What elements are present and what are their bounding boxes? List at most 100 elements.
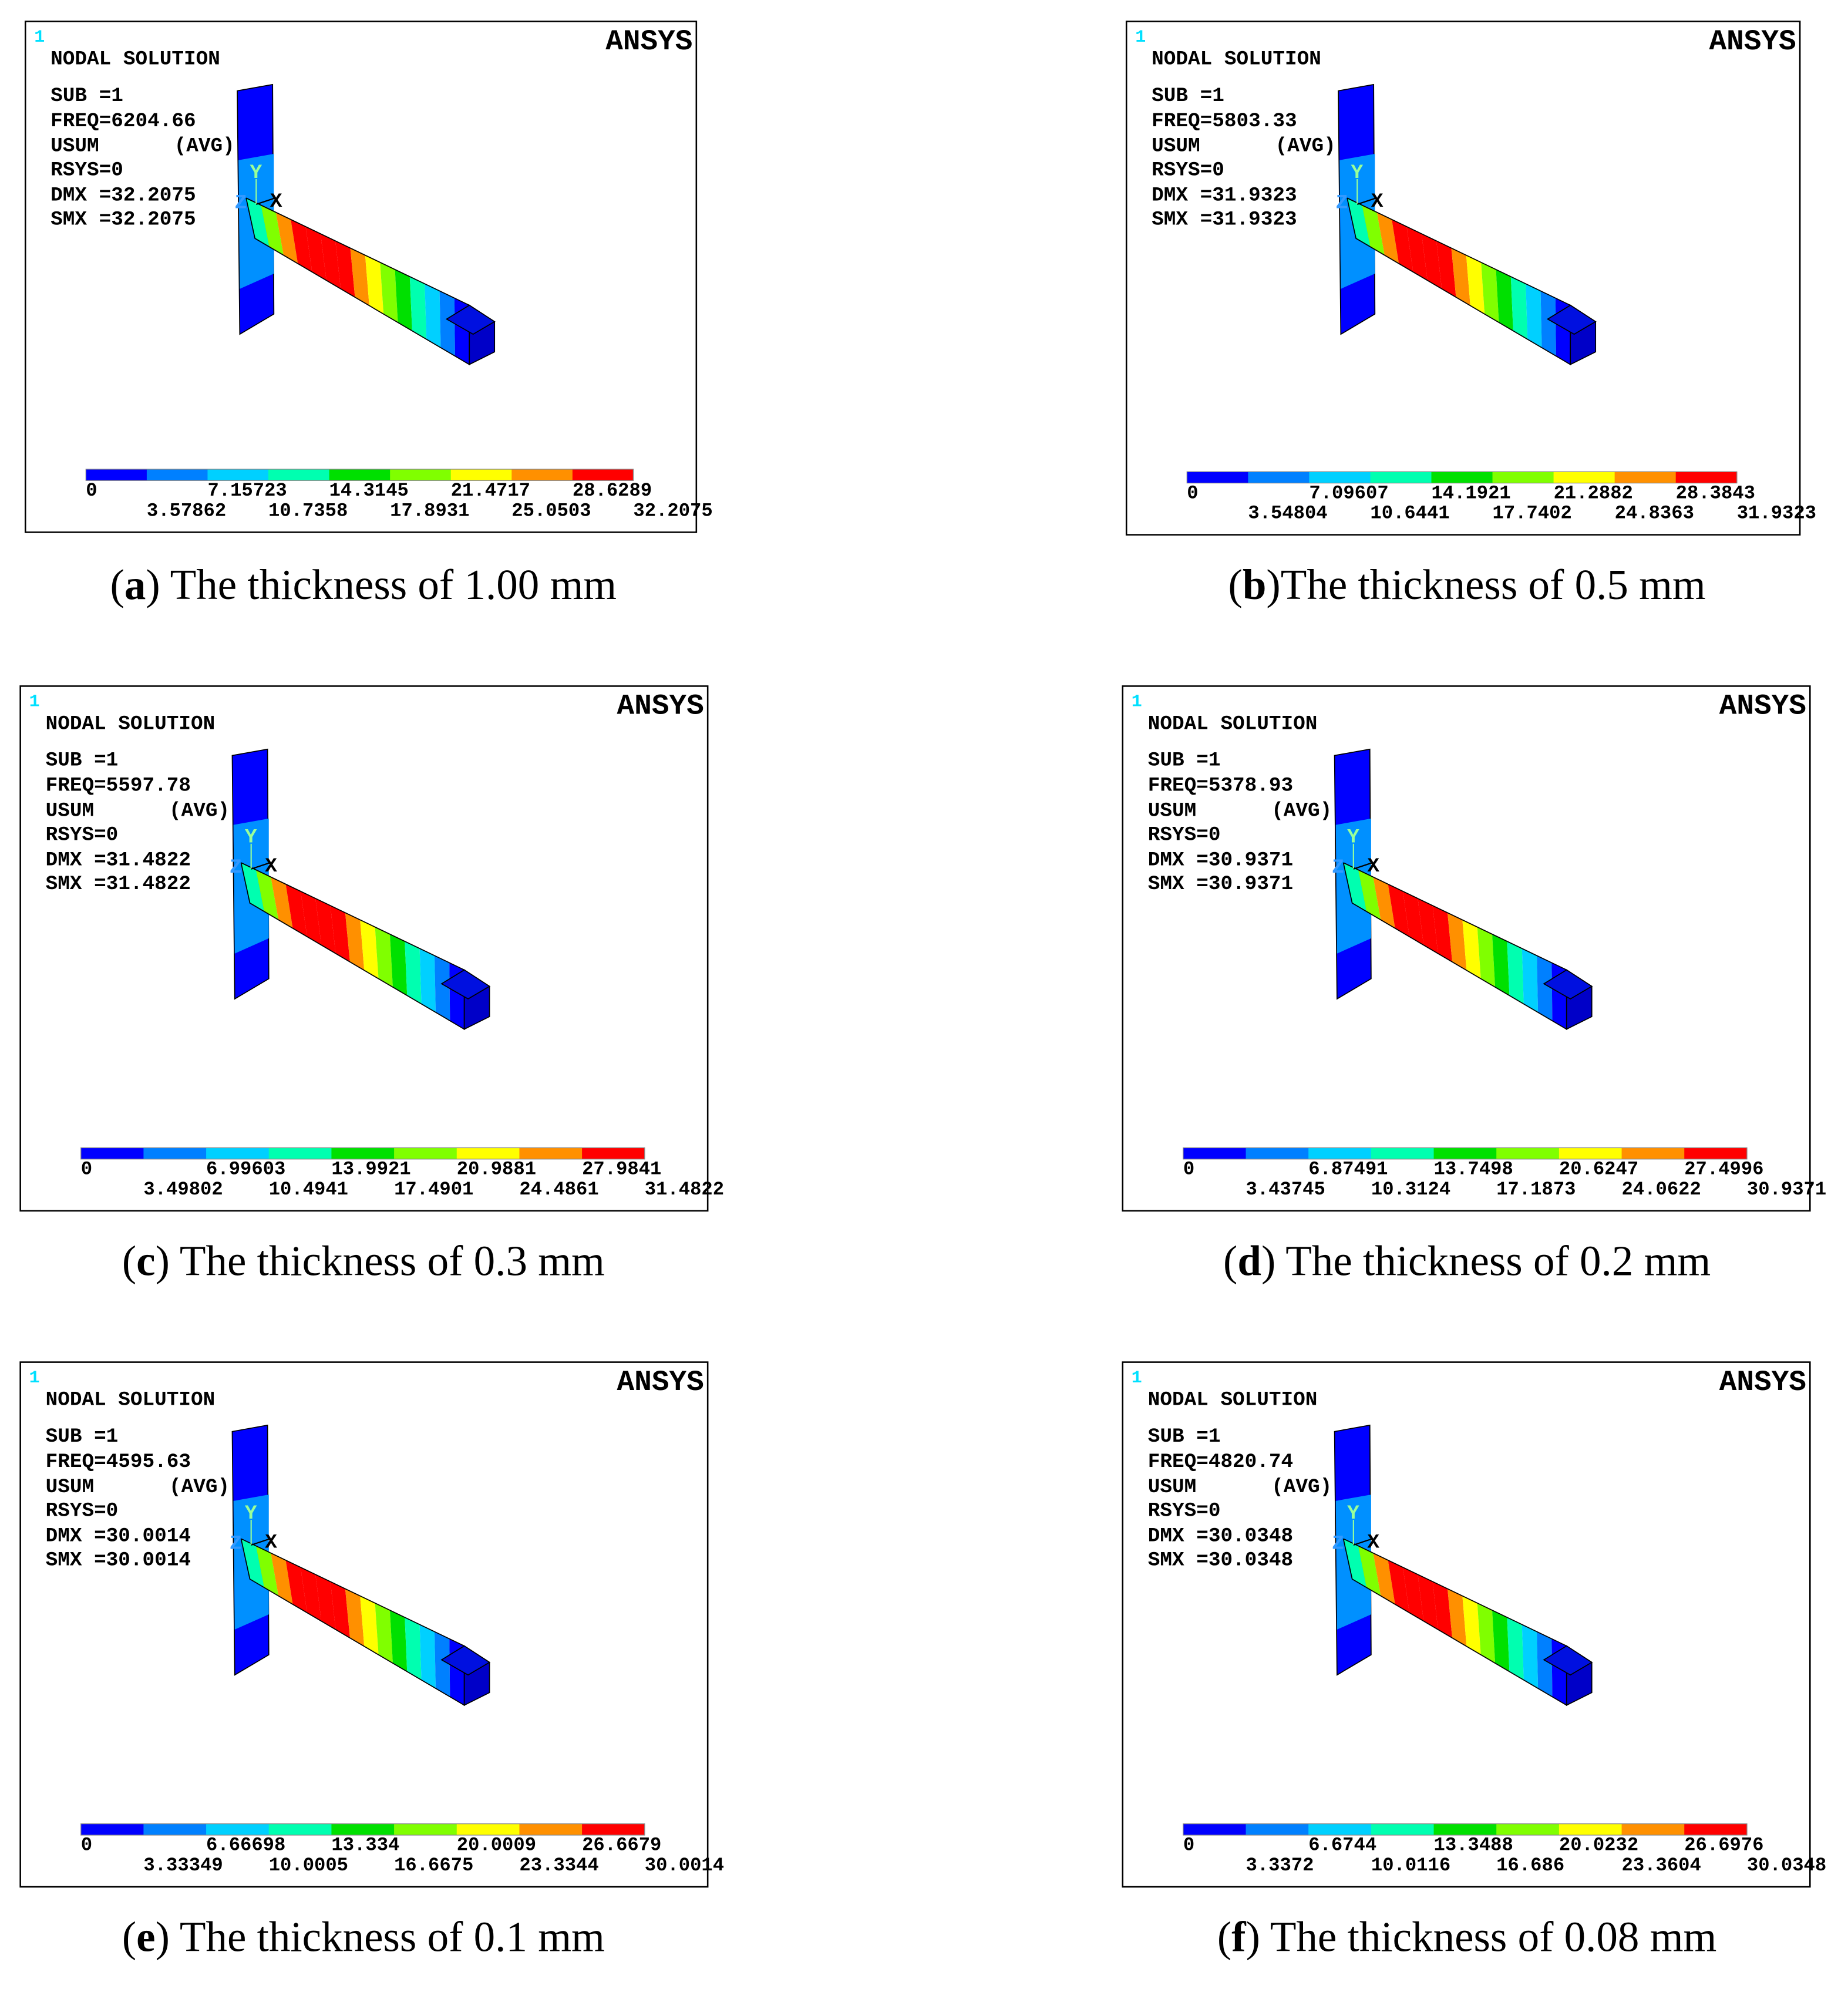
info-line: (AVG)	[169, 800, 230, 823]
legend-label: 17.4901	[394, 1179, 473, 1200]
legend-frame	[1183, 1147, 1748, 1160]
beam-segment	[1343, 863, 1367, 912]
info-line: USUM	[51, 135, 99, 158]
legend-label: 6.99603	[206, 1159, 285, 1180]
beam-end-top	[1543, 1645, 1593, 1676]
beam-segment	[335, 241, 355, 298]
beam-segment	[1403, 891, 1424, 945]
caption-letter: d	[1237, 1237, 1261, 1284]
legend-frame	[85, 469, 634, 481]
panel: 1 NODAL SOLUTION ANSYS SUB =1 FREQ=5378.93 US…	[1122, 685, 1826, 1212]
beam-segment	[434, 1631, 450, 1697]
axis-label-y: Y	[1347, 826, 1359, 849]
axis-line	[251, 1538, 271, 1546]
beam-segment	[241, 863, 264, 912]
window-number: 1	[29, 1368, 40, 1388]
beam-segment	[365, 255, 384, 314]
legend-label: 10.4941	[269, 1179, 348, 1200]
axis-label-y: Y	[1347, 1502, 1359, 1525]
beam-segment	[1421, 234, 1442, 289]
caption: (e) The thickness of 0.1 mm	[122, 1913, 605, 1961]
legend-label: 23.3344	[519, 1855, 598, 1876]
legend-label: 6.66698	[206, 1835, 285, 1856]
brand: ANSYS	[1719, 690, 1806, 723]
legend-swatch	[582, 1823, 645, 1835]
legend-label: 14.3145	[329, 480, 409, 502]
legend-label: 14.1921	[1431, 482, 1510, 504]
info-line: FREQ=5378.93	[1148, 775, 1293, 797]
legend-label: 17.8931	[390, 500, 469, 521]
legend-frame	[80, 1823, 645, 1836]
legend-label: 30.9371	[1747, 1179, 1826, 1200]
legend-swatch	[1553, 472, 1615, 483]
legend-label: 24.8363	[1615, 503, 1694, 524]
beam-segment	[1462, 1596, 1481, 1655]
legend-swatch	[1675, 472, 1738, 483]
axis-line	[255, 197, 275, 205]
legend-swatch	[268, 1147, 332, 1159]
beam-segment	[330, 906, 350, 962]
beam-segment	[360, 1596, 379, 1655]
legend-label: 28.6289	[573, 480, 652, 502]
legend-label: 3.43745	[1246, 1179, 1325, 1200]
legend-label: 16.686	[1496, 1855, 1564, 1876]
beam-end-top	[440, 1645, 491, 1676]
brand: ANSYS	[1719, 1366, 1806, 1399]
beam-segment	[315, 898, 336, 954]
caption-text: ) The thickness of 0.1 mm	[156, 1913, 605, 1961]
beam-segment	[1507, 941, 1524, 1004]
legend-swatch	[143, 1147, 207, 1159]
beam-segment	[1373, 1553, 1395, 1604]
legend-label: 20.9881	[457, 1159, 536, 1180]
beam-segment	[345, 913, 365, 971]
beam-segment	[1392, 219, 1413, 272]
info-line: SMX =30.9371	[1148, 873, 1293, 896]
beam-segment	[405, 1617, 422, 1680]
axis-label-z: Z	[1332, 1532, 1344, 1555]
legend-swatch	[572, 469, 634, 481]
info-line: SUB =1	[1148, 749, 1221, 772]
brand: ANSYS	[605, 25, 692, 58]
axis-label-x: X	[1371, 190, 1384, 213]
info-line: (AVG)	[1271, 800, 1332, 823]
legend-label: 23.3604	[1622, 1855, 1701, 1876]
legend-label: 0	[1183, 1159, 1194, 1180]
legend-swatch	[519, 1823, 583, 1835]
caption-letter: f	[1231, 1913, 1247, 1961]
beam-segment	[1376, 212, 1399, 264]
caption-text: ) The thickness of 1.00 mm	[146, 561, 617, 608]
legend-swatch	[1496, 1823, 1560, 1835]
axis-line	[1353, 1538, 1373, 1546]
beam-segment	[1388, 1560, 1410, 1613]
legend-label: 28.3843	[1676, 482, 1755, 504]
beam-segment	[1522, 1624, 1539, 1689]
caption-text: (	[1223, 1237, 1237, 1284]
legend-swatch	[1684, 1823, 1748, 1835]
beam-segment	[389, 934, 408, 996]
legend-swatch	[1614, 472, 1677, 483]
result-header: NODAL SOLUTION	[1148, 1389, 1318, 1412]
brand: ANSYS	[617, 690, 704, 723]
result-header: NODAL SOLUTION	[51, 48, 220, 71]
beam-end-top	[1546, 304, 1597, 335]
beam-segment	[345, 1588, 365, 1647]
caption-text: )The thickness of 0.5 mm	[1266, 561, 1705, 608]
info-line: DMX =30.0348	[1148, 1525, 1293, 1548]
axis-label-z: Z	[1332, 856, 1344, 879]
legend-swatch	[582, 1147, 645, 1159]
legend-swatch	[1246, 1147, 1309, 1159]
beam-segment	[439, 291, 455, 356]
legend-swatch	[1431, 472, 1493, 483]
beam-segment	[261, 205, 284, 255]
legend-label: 10.0116	[1371, 1855, 1450, 1876]
beam-segment	[1432, 1581, 1453, 1638]
info-line: RSYS=0	[1152, 159, 1224, 182]
legend-label: 10.7358	[268, 500, 348, 521]
beam-segment	[1466, 255, 1485, 314]
info-line: SMX =30.0348	[1148, 1549, 1293, 1571]
info-line: SMX =31.4822	[46, 873, 191, 896]
legend-swatch	[1187, 472, 1248, 483]
legend-swatch	[1433, 1823, 1497, 1835]
legend-swatch	[1246, 1823, 1309, 1835]
